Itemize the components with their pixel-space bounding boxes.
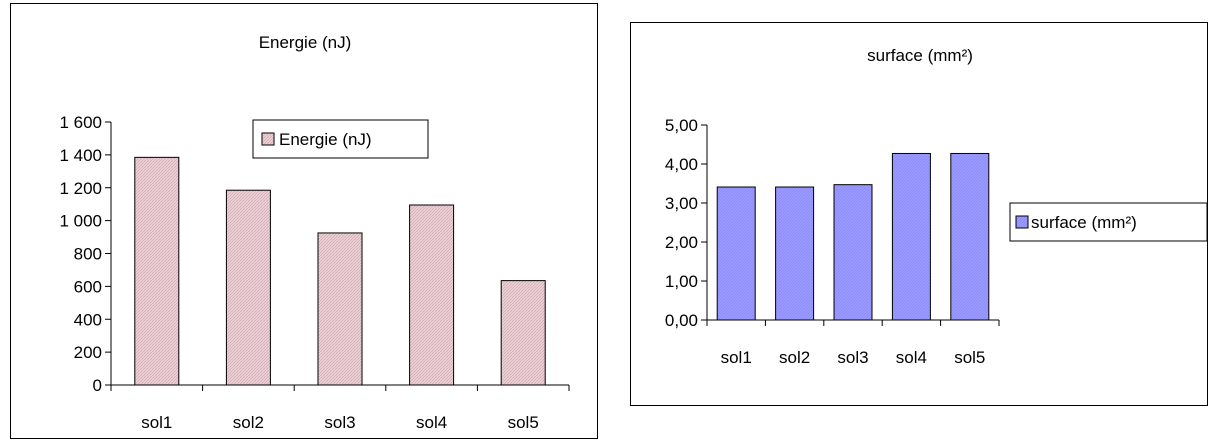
- surface-bar-sol5: [950, 152, 990, 321]
- energy-y-tick-label: 1 600: [59, 113, 102, 132]
- surface-legend: surface (mm²): [1009, 202, 1208, 242]
- surface-x-tick-label: sol2: [779, 348, 810, 367]
- surface-x-tick-label: sol5: [954, 348, 985, 367]
- energy-y-tick-label: 600: [74, 277, 102, 296]
- energy-y-tick-label: 1 000: [59, 212, 102, 231]
- surface-bar-sol1: [716, 186, 756, 321]
- surface-chart: surface (mm²) 0,00 1,00 2,00 3,00 4,00 5,00 so…: [630, 22, 1208, 406]
- surface-y-tick-label: 1,00: [665, 272, 698, 291]
- energy-chart-title: Energie (nJ): [259, 33, 352, 52]
- surface-y-tick-label: 3,00: [665, 194, 698, 213]
- energy-y-tick-label: 1 400: [59, 146, 102, 165]
- energy-legend: Energie (nJ): [252, 119, 429, 159]
- energy-bar-sol2: [225, 189, 271, 386]
- energy-y-tick-label: 200: [74, 343, 102, 362]
- surface-bar-sol4: [891, 152, 931, 321]
- energy-bar-sol1: [134, 156, 180, 386]
- energy-chart: Energie (nJ) 0 200 400 600 800 1 000 1 200 1 40…: [10, 3, 598, 439]
- surface-legend-box: [1009, 202, 1208, 242]
- surface-chart-title: surface (mm²): [867, 46, 973, 65]
- energy-legend-swatch: [261, 132, 275, 146]
- energy-y-tick-label: 400: [74, 310, 102, 329]
- energy-x-tick-label: sol5: [508, 413, 539, 432]
- energy-bar-sol5: [500, 280, 546, 386]
- surface-bar-sol2: [775, 186, 815, 321]
- energy-x-tick-label: sol2: [233, 413, 264, 432]
- surface-bar-sol3: [833, 184, 873, 321]
- energy-chart-svg: Energie (nJ) 0 200 400 600 800 1 000 1 200 1 40…: [59, 33, 570, 432]
- surface-x-tick-label: sol3: [837, 348, 868, 367]
- surface-chart-svg: surface (mm²) 0,00 1,00 2,00 3,00 4,00 5,00 so…: [665, 46, 1208, 367]
- energy-bar-sol4: [409, 204, 455, 386]
- energy-y-tick-label: 800: [74, 245, 102, 264]
- surface-y-tick-label: 4,00: [665, 155, 698, 174]
- energy-legend-box: [252, 119, 429, 159]
- surface-y-tick-label: 2,00: [665, 233, 698, 252]
- energy-x-tick-label: sol3: [324, 413, 355, 432]
- surface-x-tick-label: sol1: [721, 348, 752, 367]
- surface-x-tick-label: sol4: [896, 348, 927, 367]
- energy-bar-sol3: [317, 232, 363, 386]
- energy-y-tick-label: 0: [93, 376, 102, 395]
- surface-legend-label: surface (mm²): [1031, 213, 1137, 232]
- energy-x-tick-label: sol1: [141, 413, 172, 432]
- surface-y-tick-label: 0,00: [665, 311, 698, 330]
- energy-y-tick-label: 1 200: [59, 179, 102, 198]
- surface-legend-swatch: [1015, 215, 1029, 229]
- energy-x-tick-label: sol4: [416, 413, 447, 432]
- energy-legend-label: Energie (nJ): [279, 130, 372, 149]
- surface-y-tick-label: 5,00: [665, 116, 698, 135]
